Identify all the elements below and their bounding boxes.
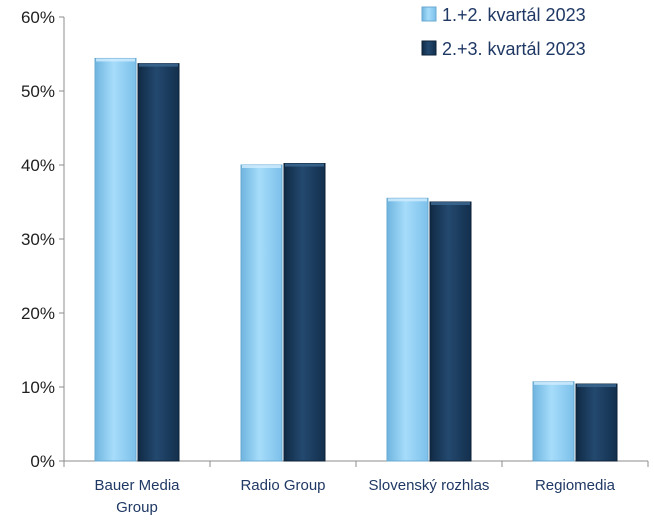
bar: [532, 381, 575, 462]
bars: [94, 57, 618, 462]
legend-label: 1.+2. kvartál 2023: [442, 5, 586, 25]
axis-labels: 0% 10% 20% 30% 40% 50% 60% Bauer Media Group Radi…: [21, 8, 616, 516]
bar-highlight: [577, 384, 616, 388]
x-tick-label: Regiomedia: [535, 477, 616, 494]
bar-body: [386, 197, 429, 462]
legend-item: 2.+3. kvartál 2023: [421, 39, 586, 59]
bar-highlight: [431, 202, 470, 205]
bar: [386, 197, 429, 462]
bar-body: [137, 63, 180, 462]
bar-body: [240, 164, 283, 462]
bar-highlight: [139, 63, 178, 67]
bar-highlight: [534, 381, 573, 385]
bar-body: [94, 57, 137, 462]
bar-highlight: [96, 58, 135, 62]
legend-label: 2.+3. kvartál 2023: [442, 39, 586, 59]
legend-swatch: [421, 40, 437, 56]
bar: [283, 163, 326, 462]
bar-body: [532, 381, 575, 462]
y-tick-label: 30%: [21, 230, 55, 249]
bar: [94, 57, 137, 462]
y-tick-label: 50%: [21, 82, 55, 101]
legend-item: 1.+2. kvartál 2023: [421, 5, 586, 25]
bar-body: [283, 163, 326, 462]
bar: [575, 383, 618, 462]
bar: [240, 164, 283, 462]
y-tick-label: 20%: [21, 304, 55, 323]
y-tick-label: 10%: [21, 378, 55, 397]
bar: [429, 201, 472, 462]
y-tick-label: 60%: [21, 8, 55, 27]
legend: 1.+2. kvartál 2023 2.+3. kvartál 2023: [421, 5, 586, 59]
bar-body: [575, 383, 618, 462]
bar-highlight: [242, 165, 281, 168]
x-tick-label: Radio Group: [240, 477, 325, 494]
x-tick-label: Bauer Media Group: [94, 477, 180, 516]
bar-highlight: [388, 198, 427, 202]
x-tick-label: Slovenský rozhlas: [369, 477, 490, 494]
bar-body: [429, 201, 472, 462]
y-tick-label: 40%: [21, 156, 55, 175]
bar: [137, 63, 180, 462]
legend-swatch: [421, 6, 437, 22]
bar-highlight: [285, 163, 324, 167]
y-tick-label: 0%: [30, 452, 55, 471]
